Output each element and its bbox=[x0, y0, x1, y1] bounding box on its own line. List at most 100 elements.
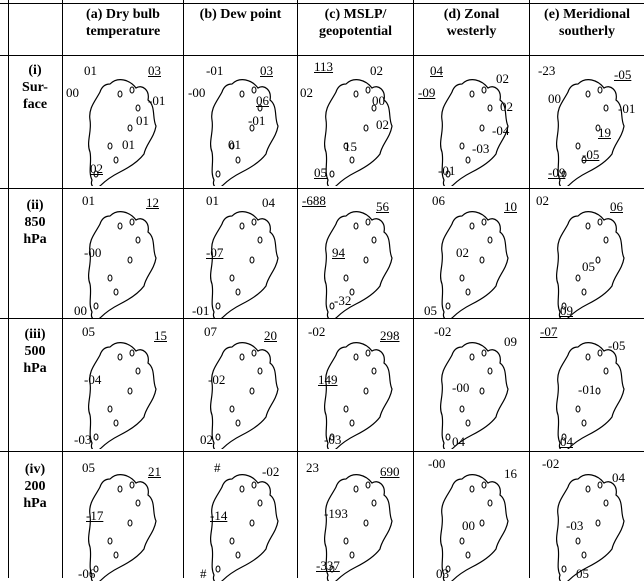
station-marker bbox=[371, 236, 377, 244]
station-value: -02 bbox=[208, 372, 226, 387]
station-value: -03 bbox=[566, 518, 584, 533]
station-marker bbox=[445, 170, 451, 178]
station-marker bbox=[117, 222, 123, 230]
station-value: 12 bbox=[146, 195, 159, 210]
station-marker bbox=[229, 274, 235, 282]
station-marker bbox=[215, 433, 221, 441]
station-value: 09 bbox=[504, 334, 517, 349]
row-header: (i) Sur- face bbox=[10, 62, 60, 113]
station-marker bbox=[135, 499, 141, 507]
station-value: -07 bbox=[540, 324, 558, 339]
map-cell: -02 09 -00 04 bbox=[416, 321, 531, 449]
station-marker bbox=[229, 405, 235, 413]
station-marker bbox=[343, 274, 349, 282]
station-marker bbox=[595, 387, 601, 395]
row-header-line2: Sur- bbox=[22, 80, 48, 95]
station-value: 15 bbox=[344, 139, 357, 154]
station-value: 05 bbox=[582, 259, 595, 274]
station-marker bbox=[135, 236, 141, 244]
station-marker bbox=[481, 218, 487, 226]
station-marker bbox=[603, 236, 609, 244]
region-map-outline bbox=[323, 211, 393, 318]
station-marker bbox=[561, 302, 567, 310]
station-marker bbox=[93, 170, 99, 178]
column-divider bbox=[183, 0, 184, 578]
coastline-path bbox=[323, 342, 393, 449]
column-header: (b) Dew point bbox=[184, 6, 297, 54]
station-value: 00 bbox=[548, 91, 561, 106]
coastline-path bbox=[323, 79, 393, 186]
station-marker bbox=[575, 537, 581, 545]
station-marker bbox=[107, 142, 113, 150]
region-map-outline bbox=[323, 342, 393, 449]
station-marker bbox=[353, 485, 359, 493]
station-value: 01 bbox=[206, 193, 219, 208]
station-value: -00 bbox=[188, 85, 206, 100]
station-marker bbox=[251, 349, 257, 357]
station-value: -05 bbox=[608, 338, 626, 353]
station-value: -00 bbox=[452, 380, 470, 395]
station-marker bbox=[465, 156, 471, 164]
station-marker bbox=[117, 485, 123, 493]
station-marker bbox=[135, 104, 141, 112]
station-value: -04 bbox=[492, 123, 510, 138]
station-value: 02 bbox=[370, 63, 383, 78]
station-value: -02 bbox=[308, 324, 326, 339]
map-cell: # -02 -14 # bbox=[186, 453, 301, 581]
station-marker bbox=[127, 124, 133, 132]
station-marker bbox=[575, 274, 581, 282]
station-marker bbox=[113, 419, 119, 427]
station-value: 02 bbox=[536, 193, 549, 208]
table-border-top bbox=[0, 3, 644, 4]
station-marker bbox=[479, 387, 485, 395]
station-marker bbox=[603, 367, 609, 375]
coastline-path bbox=[439, 211, 509, 318]
station-value: -23 bbox=[538, 63, 556, 78]
station-value: -06 bbox=[78, 566, 96, 581]
map-cell: 02 06 05 09 bbox=[532, 190, 644, 318]
station-marker bbox=[229, 142, 235, 150]
station-marker bbox=[353, 222, 359, 230]
station-marker bbox=[459, 274, 465, 282]
row-header-line3: face bbox=[22, 97, 48, 112]
station-value: 05 bbox=[314, 165, 327, 180]
coastline-path bbox=[555, 211, 625, 318]
station-marker bbox=[229, 537, 235, 545]
station-value: 03 bbox=[436, 566, 449, 581]
station-value: -01 bbox=[438, 163, 456, 178]
station-value: -05 bbox=[614, 67, 632, 82]
station-marker bbox=[575, 405, 581, 413]
station-value: 690 bbox=[380, 464, 400, 479]
station-marker bbox=[585, 90, 591, 98]
station-value: 05 bbox=[424, 303, 437, 318]
station-marker bbox=[249, 519, 255, 527]
station-marker bbox=[239, 353, 245, 361]
station-value: # bbox=[200, 566, 207, 581]
station-marker bbox=[465, 551, 471, 559]
coastline-path bbox=[209, 342, 279, 449]
column-header-line1: (a) Dry bulb bbox=[86, 7, 160, 22]
station-value: 02 bbox=[90, 161, 103, 176]
station-marker bbox=[215, 302, 221, 310]
station-marker bbox=[353, 90, 359, 98]
station-marker bbox=[597, 481, 603, 489]
station-marker bbox=[371, 367, 377, 375]
station-marker bbox=[365, 218, 371, 226]
station-marker bbox=[129, 218, 135, 226]
station-marker bbox=[239, 222, 245, 230]
row-header-line3: hPa bbox=[23, 232, 47, 247]
coastline-path bbox=[439, 79, 509, 186]
station-marker bbox=[251, 481, 257, 489]
station-marker bbox=[487, 499, 493, 507]
station-marker bbox=[251, 218, 257, 226]
station-value: -02 bbox=[262, 464, 280, 479]
table-border-left bbox=[8, 0, 9, 578]
station-marker bbox=[487, 367, 493, 375]
station-marker bbox=[107, 274, 113, 282]
coastline-path bbox=[555, 474, 625, 581]
column-header-line1: (d) Zonal bbox=[443, 7, 500, 22]
station-value: 23 bbox=[306, 460, 319, 475]
station-value: 02 bbox=[200, 432, 213, 447]
column-header: (c) MSLP/ geopotential bbox=[298, 6, 413, 54]
station-marker bbox=[129, 481, 135, 489]
